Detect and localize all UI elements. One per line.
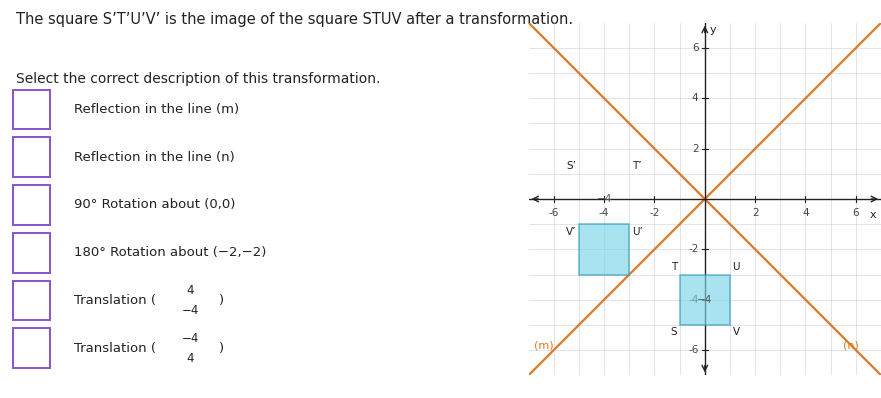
Text: (m): (m) <box>534 340 553 350</box>
Text: The square S’T’U’V’ is the image of the square STUV after a transformation.: The square S’T’U’V’ is the image of the … <box>16 12 573 27</box>
Text: -4: -4 <box>688 295 699 305</box>
Text: −4: −4 <box>181 304 199 317</box>
Text: −4: −4 <box>697 295 713 305</box>
Text: 6: 6 <box>853 208 859 218</box>
Text: Reflection in the line (m): Reflection in the line (m) <box>74 103 239 116</box>
FancyBboxPatch shape <box>13 233 50 273</box>
Text: 4: 4 <box>187 284 194 297</box>
Text: y: y <box>710 25 716 35</box>
Text: ): ) <box>219 294 225 307</box>
Text: −4: −4 <box>596 194 611 204</box>
Text: 4: 4 <box>187 352 194 365</box>
Text: Reflection in the line (n): Reflection in the line (n) <box>74 151 234 164</box>
Text: -2: -2 <box>688 244 699 254</box>
Text: T: T <box>670 262 677 272</box>
FancyBboxPatch shape <box>13 281 50 320</box>
Text: Translation (: Translation ( <box>74 294 156 307</box>
Text: S: S <box>670 328 677 338</box>
Bar <box>579 224 629 275</box>
FancyBboxPatch shape <box>13 90 50 129</box>
Text: −4: −4 <box>181 332 199 345</box>
Text: T’: T’ <box>632 161 641 171</box>
Bar <box>679 275 730 325</box>
Text: V’: V’ <box>566 227 576 237</box>
Text: -6: -6 <box>549 208 559 218</box>
Text: 90° Rotation about (0,0): 90° Rotation about (0,0) <box>74 199 235 211</box>
Text: U’: U’ <box>632 227 642 237</box>
Text: 2: 2 <box>751 208 759 218</box>
Text: -2: -2 <box>649 208 660 218</box>
Text: 180° Rotation about (−2,−2): 180° Rotation about (−2,−2) <box>74 246 266 259</box>
Text: Select the correct description of this transformation.: Select the correct description of this t… <box>16 72 381 86</box>
Text: 6: 6 <box>692 43 699 53</box>
Text: -4: -4 <box>599 208 610 218</box>
Text: ): ) <box>219 342 225 355</box>
Text: S’: S’ <box>566 161 576 171</box>
FancyBboxPatch shape <box>13 137 50 177</box>
Text: V: V <box>732 328 740 338</box>
Text: U: U <box>732 262 740 272</box>
Text: 4: 4 <box>803 208 809 218</box>
Text: -6: -6 <box>688 345 699 355</box>
Text: (n): (n) <box>843 340 859 350</box>
Text: 2: 2 <box>692 144 699 154</box>
FancyBboxPatch shape <box>13 185 50 225</box>
Text: 4: 4 <box>692 93 699 103</box>
Text: Translation (: Translation ( <box>74 342 156 355</box>
Text: x: x <box>870 210 877 220</box>
FancyBboxPatch shape <box>13 328 50 368</box>
